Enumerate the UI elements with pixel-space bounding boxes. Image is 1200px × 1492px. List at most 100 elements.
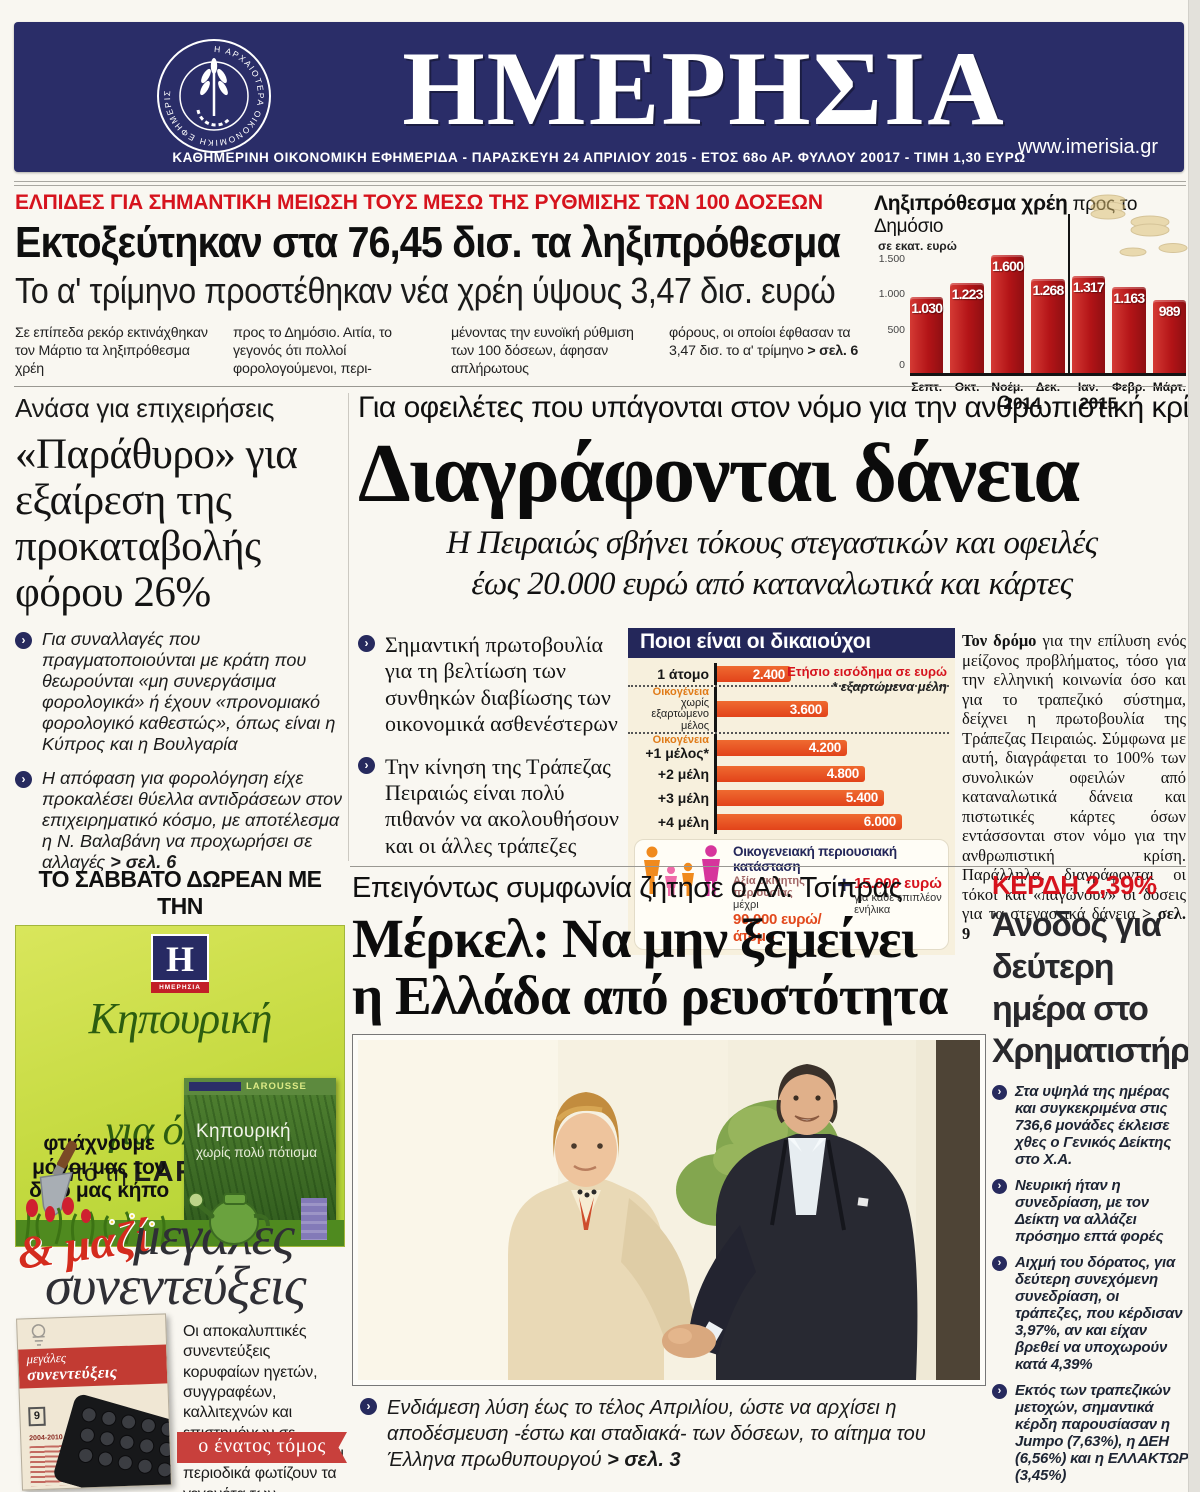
caption-text: Ενδιάμεση λύση έως το τέλος Απριλίου, ώσ… xyxy=(387,1397,926,1472)
gardening-book-ad[interactable]: Η ΗΜΕΡΗΣΙΑ Κηπουρική για όλους από τη LA… xyxy=(15,925,345,1247)
bullet-item: › Για συναλλαγές που πραγματοποιούνται μ… xyxy=(15,629,345,755)
bar-value-label: 1.317 xyxy=(1072,279,1105,295)
x-axis-label: Ιαν. xyxy=(1077,380,1099,394)
property-status-title: Οικογενειακή περιουσιακή κατάσταση xyxy=(733,843,897,874)
bullet-text: Η απόφαση για φορολόγηση είχε προκαλέσει… xyxy=(42,768,342,873)
masthead-divider xyxy=(14,181,1186,186)
cover-sidebar-box xyxy=(297,1194,331,1244)
top-story-column: μένοντας την ευνοϊκή ρύθμιση των 100 δόσ… xyxy=(451,325,634,378)
bullet-text: Εκτός των τραπεζικών μετοχών, σημαντικά … xyxy=(1015,1381,1189,1484)
left-story-bullets: › Για συναλλαγές που πραγματοποιούνται μ… xyxy=(15,629,345,874)
y-tick: 1.500 xyxy=(878,253,905,265)
debt-bar: 1.600 xyxy=(990,255,1025,373)
interviews-title-line2: συνεντεύξεις xyxy=(45,1255,306,1316)
main-story-subhead: Η Πειραιώς σβήνει τόκους στεγαστικών και… xyxy=(446,525,1098,602)
chevron-bullet-icon: › xyxy=(15,632,32,649)
newspaper-emblem-wheat-icon: Η ΑΡΧΑΙΟΤΕΡΑ ΟΙΚΟΝΟΜΙΚΗ ΕΦΗΜΕΡΙΣ xyxy=(157,39,271,153)
benef-row: +3 μέλη 5.400 xyxy=(628,785,949,810)
top-story-subhead: Το α' τρίμηνο προστέθηκαν νέα χρέη ύψους… xyxy=(15,270,836,311)
cover-topstrip xyxy=(189,1082,241,1091)
cover-red-band: μεγάλες συνεντεύξεις xyxy=(18,1344,168,1389)
year-label-2014: 2014 xyxy=(1003,394,1042,413)
merkel-story-headline[interactable]: Μέρκελ: Να μην ξεμείνει η Ελλάδα από ρευ… xyxy=(352,908,948,1027)
cover-title: Κηπουρική xyxy=(196,1121,291,1142)
page-reference[interactable]: > σελ. 6 xyxy=(110,852,177,873)
website-url[interactable]: www.imerisia.gr xyxy=(1017,136,1158,158)
debt-bar: 1.268 xyxy=(1031,279,1065,373)
imerisia-logo: Η ΗΜΕΡΗΣΙΑ xyxy=(151,934,209,993)
masthead-dateline: ΚΑΘΗΜΕΡΙΝΗ ΟΙΚΟΝΟΜΙΚΗ ΕΦΗΜΕΡΙΔΑ - ΠΑΡΑΣΚ… xyxy=(172,150,1026,165)
cover-subtitle: χωρίς πολύ πότισμα xyxy=(196,1145,318,1160)
book1-title: Κηπουρική xyxy=(88,994,273,1043)
legend-note: * εξαρτώμενα μέλη xyxy=(832,679,947,694)
bar-value-label: 1.600 xyxy=(992,258,1024,274)
plus-icon: + xyxy=(837,871,852,899)
bar-value-label: 6.000 xyxy=(863,814,897,830)
interviews-description: Οι αποκαλυπτικές συνεντεύξεις κορυφαίων … xyxy=(183,1323,344,1492)
year-label-2015: 2015 xyxy=(1079,394,1118,413)
family-icons xyxy=(644,845,720,896)
x-axis-label: Σεπτ. xyxy=(911,380,943,394)
main-story-body: Τον δρόμο για την επίλυση ενός μείζονος … xyxy=(962,631,1186,943)
weekend-promo-sidebar: ΤΟ ΣΑΒΒΑΤΟ ΔΩΡΕΑΝ ΜΕ ΤΗΝ Η ΗΜΕΡΗΣΙΑ Κηπο… xyxy=(14,866,347,1492)
chart-plot-area: 1.500 1.000 500 0 1.030 1.223 1.600 1.268 1.317… xyxy=(874,253,1186,376)
stocks-kicker: ΚΕΡΔΗ 2,39% xyxy=(992,870,1157,900)
x-axis-label: Φεβρ. xyxy=(1111,380,1146,394)
x-axis-label: Μάρτ. xyxy=(1152,380,1186,394)
left-story-headline[interactable]: «Παράθυρο» για εξαίρεση της προκαταβολής… xyxy=(15,431,298,616)
debt-bar: 1.030 xyxy=(910,297,944,373)
beneficiaries-infographic: Ποιοι είναι οι δικαιούχοι Ετήσιο εισόδημ… xyxy=(628,628,955,955)
main-story-bullets: › Σημαντική πρωτοβουλία για τη βελτίωση … xyxy=(358,632,622,875)
debt-chart-cats: Σεπτ. Οκτ. Νοέμ. Δεκ. Ιαν. Φεβρ. Μάρτ. xyxy=(910,380,1186,394)
bar-value-label: 1.268 xyxy=(1032,282,1064,298)
main-story-kicker: Για οφειλέτες που υπάγονται στον νόμο γι… xyxy=(358,391,1200,424)
benef-row: +4 μέλη 6.000 xyxy=(628,809,949,834)
volume-ribbon: ο ένατος τόμος xyxy=(177,1432,347,1463)
interviews-book-cover: μεγάλες συνεντεύξεις 9 2004-2010 xyxy=(16,1313,172,1491)
page-reference[interactable]: > σελ. 9 xyxy=(962,904,1186,943)
top-story-column: φόρους, οι οποίοι έφθασαν τα 3,47 δισ. τ… xyxy=(669,325,859,360)
legend-label: Ετήσιο εισόδημα σε ευρώ xyxy=(787,664,947,679)
debt-chart-bars: 1.030 1.223 1.600 1.268 1.317 1.163 989 xyxy=(910,255,1186,376)
page-reference[interactable]: > σελ. 6 xyxy=(807,343,859,360)
bar-value-label: 4.200 xyxy=(808,740,842,756)
newspaper-title: ΗΜΕΡΗΣΙΑ xyxy=(402,30,1006,147)
bar-value-label: 1.163 xyxy=(1113,290,1145,306)
bar-value-label: 4.800 xyxy=(826,766,860,782)
top-story-body: Σε επίπεδα ρεκόρ εκτινάχθηκαν τον Μάρτιο… xyxy=(15,324,871,379)
coins-illustration-icon xyxy=(1090,194,1188,257)
bullet-text: Την κίνηση της Τράπεζας Πειραιώς είναι π… xyxy=(385,753,619,858)
y-tick: 0 xyxy=(899,358,905,371)
property-status-text: Οικογενειακή περιουσιακή κατάσταση Αξία … xyxy=(733,844,942,945)
y-tick: 500 xyxy=(887,323,905,336)
watering-can-icon xyxy=(188,1192,270,1245)
masthead: Η ΑΡΧΑΙΟΤΕΡΑ ΟΙΚΟΝΟΜΙΚΗ ΕΦΗΜΕΡΙΣ ΗΜΕΡΗΣΙ… xyxy=(14,22,1184,172)
main-story-headline[interactable]: Διαγράφονται δάνεια xyxy=(358,427,1080,520)
property-status-box: Οικογενειακή περιουσιακή κατάσταση Αξία … xyxy=(634,838,949,950)
chevron-bullet-icon: › xyxy=(992,1178,1007,1194)
ornament-icon xyxy=(31,1324,46,1346)
photo-caption: › Ενδιάμεση λύση έως το τέλος Απριλίου, … xyxy=(352,1395,986,1473)
column-divider xyxy=(348,393,349,861)
benef-row: Οικογένεια χωρίς εξαρτώμενο μέλος 3.600 xyxy=(628,686,949,734)
page-reference[interactable]: > σελ. 3 xyxy=(607,1449,681,1472)
logo-name: ΗΜΕΡΗΣΙΑ xyxy=(151,982,209,993)
benef-rows: 1 άτομο 2.400 Οικογένεια χωρίς εξαρτώμενο μ… xyxy=(628,663,949,834)
chevron-bullet-icon: › xyxy=(15,771,32,789)
top-story-column: προς το Δημόσιο. Αιτία, το γεγονός ότι π… xyxy=(233,325,392,378)
stocks-headline[interactable]: Άνοδος για δεύτερη ημέρα στο Χρηματιστήρ… xyxy=(992,906,1200,1071)
promo-header: ΤΟ ΣΑΒΒΑΤΟ ΔΩΡΕΑΝ ΜΕ ΤΗΝ xyxy=(38,866,322,919)
bullet-item: › Νευρική ήταν η συνεδρίαση, με τον Δείκ… xyxy=(992,1177,1190,1245)
bar-value-label: 5.400 xyxy=(845,790,879,806)
bar-value-label: 989 xyxy=(1158,303,1181,319)
top-story-headline[interactable]: Εκτοξεύτηκαν στα 76,45 δισ. τα ληξιπρόθε… xyxy=(15,218,841,267)
top-story-column: Σε επίπεδα ρεκόρ εκτινάχθηκαν τον Μάρτιο… xyxy=(15,325,208,378)
x-axis-label: Οκτ. xyxy=(954,380,980,394)
loans-writeoff-story: Για οφειλέτες που υπάγονται στον νόμο γι… xyxy=(358,391,1200,604)
bullet-text: Νευρική ήταν η συνεδρίαση, με τον Δείκτη… xyxy=(1015,1176,1164,1245)
chevron-bullet-icon: › xyxy=(360,1398,377,1416)
bullet-item: › Στα υψηλά της ημέρας και συγκεκριμένα … xyxy=(992,1083,1190,1168)
section-divider xyxy=(14,386,1186,387)
merkel-tsipras-photo xyxy=(352,1034,986,1387)
